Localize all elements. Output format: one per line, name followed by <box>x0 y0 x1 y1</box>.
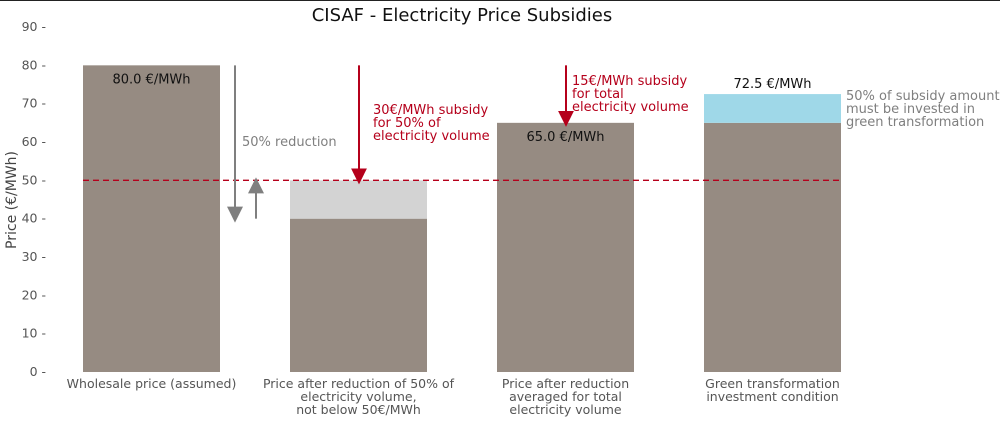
x-tick-label: Price after reduction <box>502 376 629 391</box>
annotation-1-line: 50% reduction <box>242 135 337 150</box>
y-tick-label: 50 - <box>22 172 46 187</box>
y-tick-label: 80 - <box>22 57 46 72</box>
annotation-4-line: green transformation <box>846 115 984 130</box>
data-label-2: 65.0 €/MWh <box>526 130 604 145</box>
x-tick-label: not below 50€/MWh <box>296 402 421 417</box>
bar-3-segment-1 <box>497 122 634 372</box>
annotation-2-line: electricity volume <box>373 129 490 144</box>
x-tick-label: Price after reduction of 50% of <box>263 376 455 391</box>
bar-2-segment-2 <box>290 180 427 219</box>
x-tick-label: Wholesale price (assumed) <box>67 376 237 391</box>
annotation-3-line: for total <box>572 87 624 102</box>
y-tick-label: 20 - <box>22 287 46 302</box>
x-tick-label: electricity volume <box>509 402 621 417</box>
chart-title: CISAF - Electricity Price Subsidies <box>312 5 613 26</box>
bar-1-segment-1 <box>83 65 220 372</box>
y-tick-label: 70 - <box>22 96 46 111</box>
bar-2-segment-1 <box>290 218 427 372</box>
y-tick-label: 90 - <box>22 19 46 34</box>
x-tick-label: Green transformation <box>705 376 840 391</box>
y-tick-label: 10 - <box>22 326 46 341</box>
annotation-4-line: 50% of subsidy amount <box>846 89 1000 104</box>
x-tick-label: averaged for total <box>509 389 622 404</box>
y-tick-label: 0 - <box>30 364 46 379</box>
annotation-3-line: electricity volume <box>572 100 689 115</box>
x-tick-label: electricity volume, <box>300 389 416 404</box>
data-label-3: 72.5 €/MWh <box>733 77 811 92</box>
y-tick-label: 60 - <box>22 134 46 149</box>
y-tick-label: 40 - <box>22 211 46 226</box>
y-tick-label: 30 - <box>22 249 46 264</box>
annotation-4-line: must be invested in <box>846 102 975 117</box>
x-tick-label: investment condition <box>706 389 838 404</box>
annotation-2-line: for 50% of <box>373 116 441 131</box>
bar-4-segment-3 <box>704 94 841 123</box>
top-border <box>0 0 1000 1</box>
bar-4-segment-1 <box>704 122 841 372</box>
annotation-3-line: 15€/MWh subsidy <box>572 74 688 89</box>
y-axis-label: Price (€/MWh) <box>4 151 20 249</box>
data-label-1: 80.0 €/MWh <box>112 72 190 87</box>
annotation-2-line: 30€/MWh subsidy <box>373 103 489 118</box>
